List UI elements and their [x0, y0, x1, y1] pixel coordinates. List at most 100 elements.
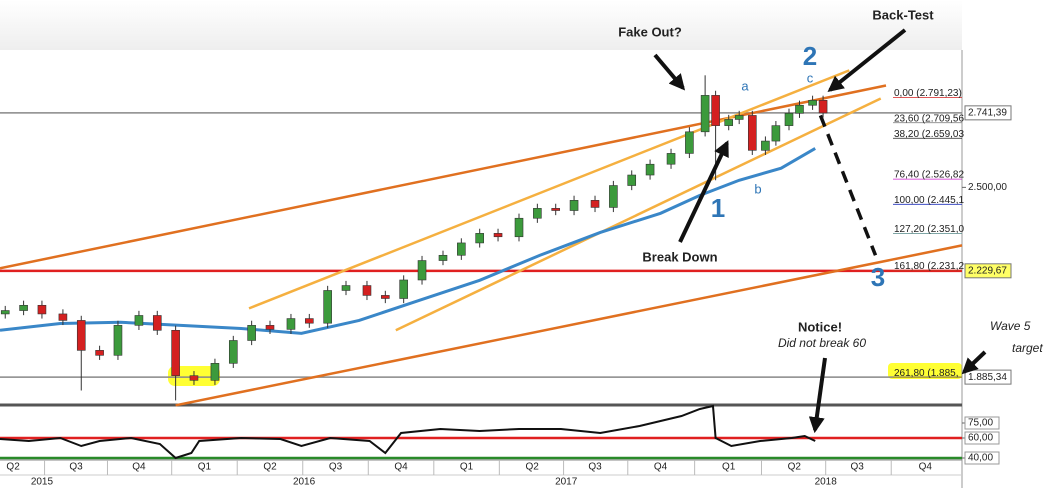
annotation: Back-Test — [872, 7, 934, 22]
candle-body — [265, 325, 275, 330]
price-label: 2.741,39 — [968, 107, 1007, 118]
x-tick-label: Q3 — [69, 462, 83, 473]
annotation: Fake Out? — [618, 24, 682, 39]
arrows — [653, 28, 987, 434]
price-box — [964, 263, 1012, 279]
fib-label: 38,20 (2.659,03 — [894, 129, 964, 140]
candle-body — [493, 233, 503, 238]
annotation: Did not break 60 — [778, 336, 866, 350]
plot-layer: 2.500,00 2.741,39 2.229,67 1.885,34 0,00 (2.… — [0, 69, 1012, 488]
x-tick-label: Q2 — [788, 462, 802, 473]
oscillator-line — [0, 404, 816, 460]
candle-body — [734, 115, 744, 120]
fib-label: 161,80 (2.231,2 — [894, 261, 964, 272]
candle-body — [533, 208, 542, 219]
x-tick-label: Q4 — [654, 462, 668, 473]
candle-body — [795, 104, 804, 114]
candle-body — [76, 320, 86, 351]
annotation: target — [1012, 341, 1043, 355]
fib-label: 127,20 (2.351,0 — [894, 224, 964, 235]
candle-body — [808, 100, 817, 106]
trendline — [395, 97, 882, 332]
candle-body — [590, 200, 600, 208]
candle-body — [818, 100, 828, 114]
x-tick-label: Q1 — [722, 462, 736, 473]
arrow — [827, 28, 907, 92]
annotation: Wave 5 — [990, 319, 1031, 333]
x-tick-label: Q3 — [588, 462, 602, 473]
x-tick-label: Q1 — [198, 462, 212, 473]
x-year-label: 2017 — [555, 477, 578, 488]
wave-label: 2 — [803, 41, 817, 71]
arrow — [961, 350, 987, 375]
candle-body — [666, 153, 676, 165]
wave-label: 3 — [871, 262, 885, 292]
candle-body — [134, 315, 144, 326]
candle-body — [700, 95, 710, 133]
x-tick-label: Q3 — [329, 462, 343, 473]
candle-body — [323, 290, 332, 324]
candle-body — [784, 112, 794, 126]
candle-body — [551, 208, 561, 211]
x-tick-label: Q4 — [919, 462, 933, 473]
wave-label: a — [741, 78, 749, 93]
candle-body — [362, 285, 372, 296]
fib-label: 23,60 (2.709,56 — [894, 113, 964, 124]
wave-label: 1 — [711, 193, 725, 223]
price-box — [964, 105, 1012, 121]
plot-area — [0, 50, 962, 405]
candle-body — [37, 304, 47, 315]
projection — [818, 114, 878, 256]
candle-body — [609, 185, 618, 208]
price-label: 1.885,34 — [968, 372, 1007, 383]
x-tick-label: Q2 — [6, 462, 20, 473]
candle-body — [19, 304, 28, 311]
candle-body — [152, 315, 162, 331]
candle-body — [711, 95, 720, 126]
candle-body — [475, 233, 484, 244]
candle-body — [228, 340, 238, 364]
candle-body — [95, 350, 104, 356]
arrow — [808, 357, 827, 434]
y2-tick-label: 60,00 — [968, 433, 993, 444]
trendline — [175, 244, 963, 407]
candle-body — [341, 285, 351, 291]
arrow — [653, 53, 686, 91]
trendline — [248, 69, 850, 310]
annotation: Notice! — [798, 319, 842, 334]
candle-body — [747, 115, 757, 151]
candle-body — [286, 318, 296, 330]
candle-body — [457, 242, 466, 256]
candle-body — [210, 363, 220, 381]
highlight — [888, 363, 962, 379]
candle-body — [569, 200, 579, 211]
candle-body — [645, 163, 655, 176]
fib-label: 100,00 (2.445,1 — [894, 195, 964, 206]
candle-body — [0, 310, 10, 315]
x-tick-label: Q4 — [132, 462, 146, 473]
y2-box — [964, 416, 1000, 430]
candle-body — [189, 375, 199, 381]
price-label: 2.229,67 — [968, 265, 1007, 276]
arrow — [678, 140, 729, 243]
candle-body — [113, 325, 123, 356]
y2-box — [964, 431, 1000, 445]
candle-body — [724, 119, 734, 126]
candle-body — [381, 295, 390, 299]
x-tick-label: Q1 — [460, 462, 474, 473]
fib-label: 261,80 (1.885, — [894, 368, 959, 379]
top-fade — [0, 0, 962, 50]
x-tick-label: Q2 — [263, 462, 277, 473]
y2-tick-label: 40,00 — [968, 453, 993, 464]
fib-label: 0,00 (2.791,23) — [894, 88, 962, 99]
x-year-label: 2018 — [815, 477, 838, 488]
candle-body — [627, 174, 637, 186]
candle-body — [417, 260, 427, 281]
x-tick-label: Q3 — [850, 462, 864, 473]
wave-label: b — [754, 181, 761, 196]
candle-body — [399, 279, 408, 299]
candle-body — [171, 329, 180, 376]
y2-tick-label: 75,00 — [968, 418, 993, 429]
annotation: Break Down — [642, 249, 717, 264]
x-year-label: 2016 — [293, 477, 316, 488]
